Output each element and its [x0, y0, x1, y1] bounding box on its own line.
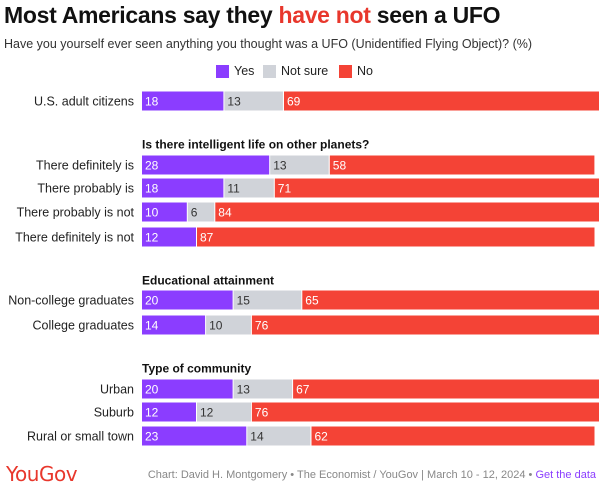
value-label-not-sure-there-definitely-is: 13: [273, 159, 287, 173]
source-note: Chart: David H. Montgomery • The Economi…: [148, 469, 596, 481]
value-label-not-sure-u-s-adult-citizens: 13: [227, 95, 241, 109]
bar-yes-u-s-adult-citizens: [142, 91, 224, 111]
title-highlight: have not: [278, 2, 371, 28]
legend-label-yes: Yes: [234, 64, 255, 78]
bar-yes-there-probably-is: [142, 178, 224, 198]
bar-not-sure-suburb: [197, 402, 251, 422]
bar-not-sure-there-probably-is-not: [187, 202, 215, 222]
bar-no-u-s-adult-citizens: [284, 91, 599, 111]
yougov-logo: YouGov: [6, 462, 78, 486]
bar-no-there-definitely-is-not: [197, 227, 595, 247]
row-label: Non-college graduates: [8, 294, 134, 308]
value-label-no-there-definitely-is-not: 87: [200, 231, 214, 245]
value-label-yes-u-s-adult-citizens: 18: [145, 95, 159, 109]
value-label-no-college-graduates: 76: [255, 319, 269, 333]
chart-subtitle: Have you yourself ever seen anything you…: [4, 37, 533, 51]
title-pre: Most Americans say they: [4, 2, 279, 28]
chart-title: Most Americans say they have not seen a …: [4, 2, 501, 29]
bar-yes-there-definitely-is-not: [142, 227, 196, 247]
value-label-no-suburb: 76: [255, 406, 269, 420]
legend-swatch-yes: [216, 64, 229, 78]
row-label: There definitely is not: [15, 231, 134, 245]
legend-label-no: No: [357, 64, 373, 78]
bar-no-urban: [293, 379, 599, 399]
row-label: College graduates: [33, 319, 134, 333]
bar-no-there-probably-is: [274, 178, 599, 198]
value-label-not-sure-non-college-graduates: 15: [237, 294, 251, 308]
row-label: Rural or small town: [27, 430, 134, 444]
legend-item-yes: Yes: [216, 63, 254, 79]
bar-no-rural-or-small-town: [311, 426, 595, 446]
row-label: Suburb: [94, 406, 134, 420]
value-label-yes-rural-or-small-town: 23: [145, 430, 159, 444]
value-label-yes-urban: 20: [145, 383, 159, 397]
bar-yes-non-college-graduates: [142, 290, 233, 310]
row-label: There probably is: [37, 182, 134, 196]
bar-not-sure-u-s-adult-citizens: [224, 91, 283, 111]
row-label: There definitely is: [36, 159, 134, 173]
value-label-not-sure-there-probably-is-not: 6: [191, 206, 198, 220]
bar-not-sure-college-graduates: [206, 315, 251, 335]
value-label-yes-suburb: 12: [145, 406, 159, 420]
value-label-no-urban: 67: [296, 383, 310, 397]
bar-yes-there-probably-is-not: [142, 202, 187, 222]
value-label-no-there-probably-is-not: 84: [218, 206, 232, 220]
value-label-no-non-college-graduates: 65: [305, 294, 319, 308]
group-heading: Is there intelligent life on other plane…: [142, 138, 369, 152]
bar-not-sure-non-college-graduates: [233, 290, 302, 310]
bar-no-college-graduates: [251, 315, 599, 335]
group-heading: Type of community: [142, 362, 251, 376]
footer: YouGov Chart: David H. Montgomery • The …: [0, 462, 600, 486]
bar-not-sure-there-probably-is: [224, 178, 274, 198]
stacked-bar-chart: U.S. adult citizens 18 13 69 Is there intell…: [8, 91, 600, 446]
value-label-not-sure-rural-or-small-town: 14: [250, 430, 264, 444]
bar-not-sure-urban: [233, 379, 293, 399]
row-label: U.S. adult citizens: [34, 95, 134, 109]
legend-swatch-not-sure: [263, 64, 276, 78]
value-label-yes-college-graduates: 14: [145, 319, 159, 333]
legend: Yes Not sure No: [0, 63, 600, 79]
legend-label-not-sure: Not sure: [281, 64, 329, 78]
legend-swatch-no: [339, 64, 352, 78]
value-label-no-rural-or-small-town: 62: [315, 430, 329, 444]
value-label-yes-there-definitely-is-not: 12: [145, 231, 159, 245]
value-label-not-sure-urban: 13: [237, 383, 251, 397]
value-label-no-there-definitely-is: 58: [333, 159, 347, 173]
value-label-no-u-s-adult-citizens: 69: [287, 95, 301, 109]
value-label-yes-there-probably-is: 18: [145, 182, 159, 196]
bar-no-suburb: [251, 402, 599, 422]
row-label: There probably is not: [17, 206, 135, 220]
bar-no-non-college-graduates: [302, 290, 599, 310]
bar-no-there-definitely-is: [329, 155, 595, 175]
bar-yes-rural-or-small-town: [142, 426, 247, 446]
value-label-yes-there-definitely-is: 28: [145, 159, 159, 173]
bar-not-sure-rural-or-small-town: [247, 426, 311, 446]
bar-yes-suburb: [142, 402, 196, 422]
legend-item-no: No: [339, 63, 373, 79]
value-label-no-there-probably-is: 71: [278, 182, 292, 196]
bar-yes-college-graduates: [142, 315, 206, 335]
bar-not-sure-there-definitely-is: [270, 155, 329, 175]
value-label-not-sure-there-probably-is: 11: [227, 182, 240, 196]
bar-yes-there-definitely-is: [142, 155, 270, 175]
value-label-not-sure-suburb: 12: [200, 406, 214, 420]
row-label: Urban: [100, 383, 134, 397]
legend-item-not-sure: Not sure: [263, 63, 328, 79]
value-label-not-sure-college-graduates: 10: [209, 319, 223, 333]
value-label-yes-non-college-graduates: 20: [145, 294, 159, 308]
source-text: Chart: David H. Montgomery • The Economi…: [147, 469, 536, 481]
get-the-data-link[interactable]: Get the data: [535, 469, 596, 481]
bar-yes-urban: [142, 379, 233, 399]
group-heading: Educational attainment: [142, 274, 274, 288]
title-post: seen a UFO: [370, 2, 501, 28]
value-label-yes-there-probably-is-not: 10: [145, 206, 159, 220]
bar-no-there-probably-is-not: [215, 202, 600, 222]
